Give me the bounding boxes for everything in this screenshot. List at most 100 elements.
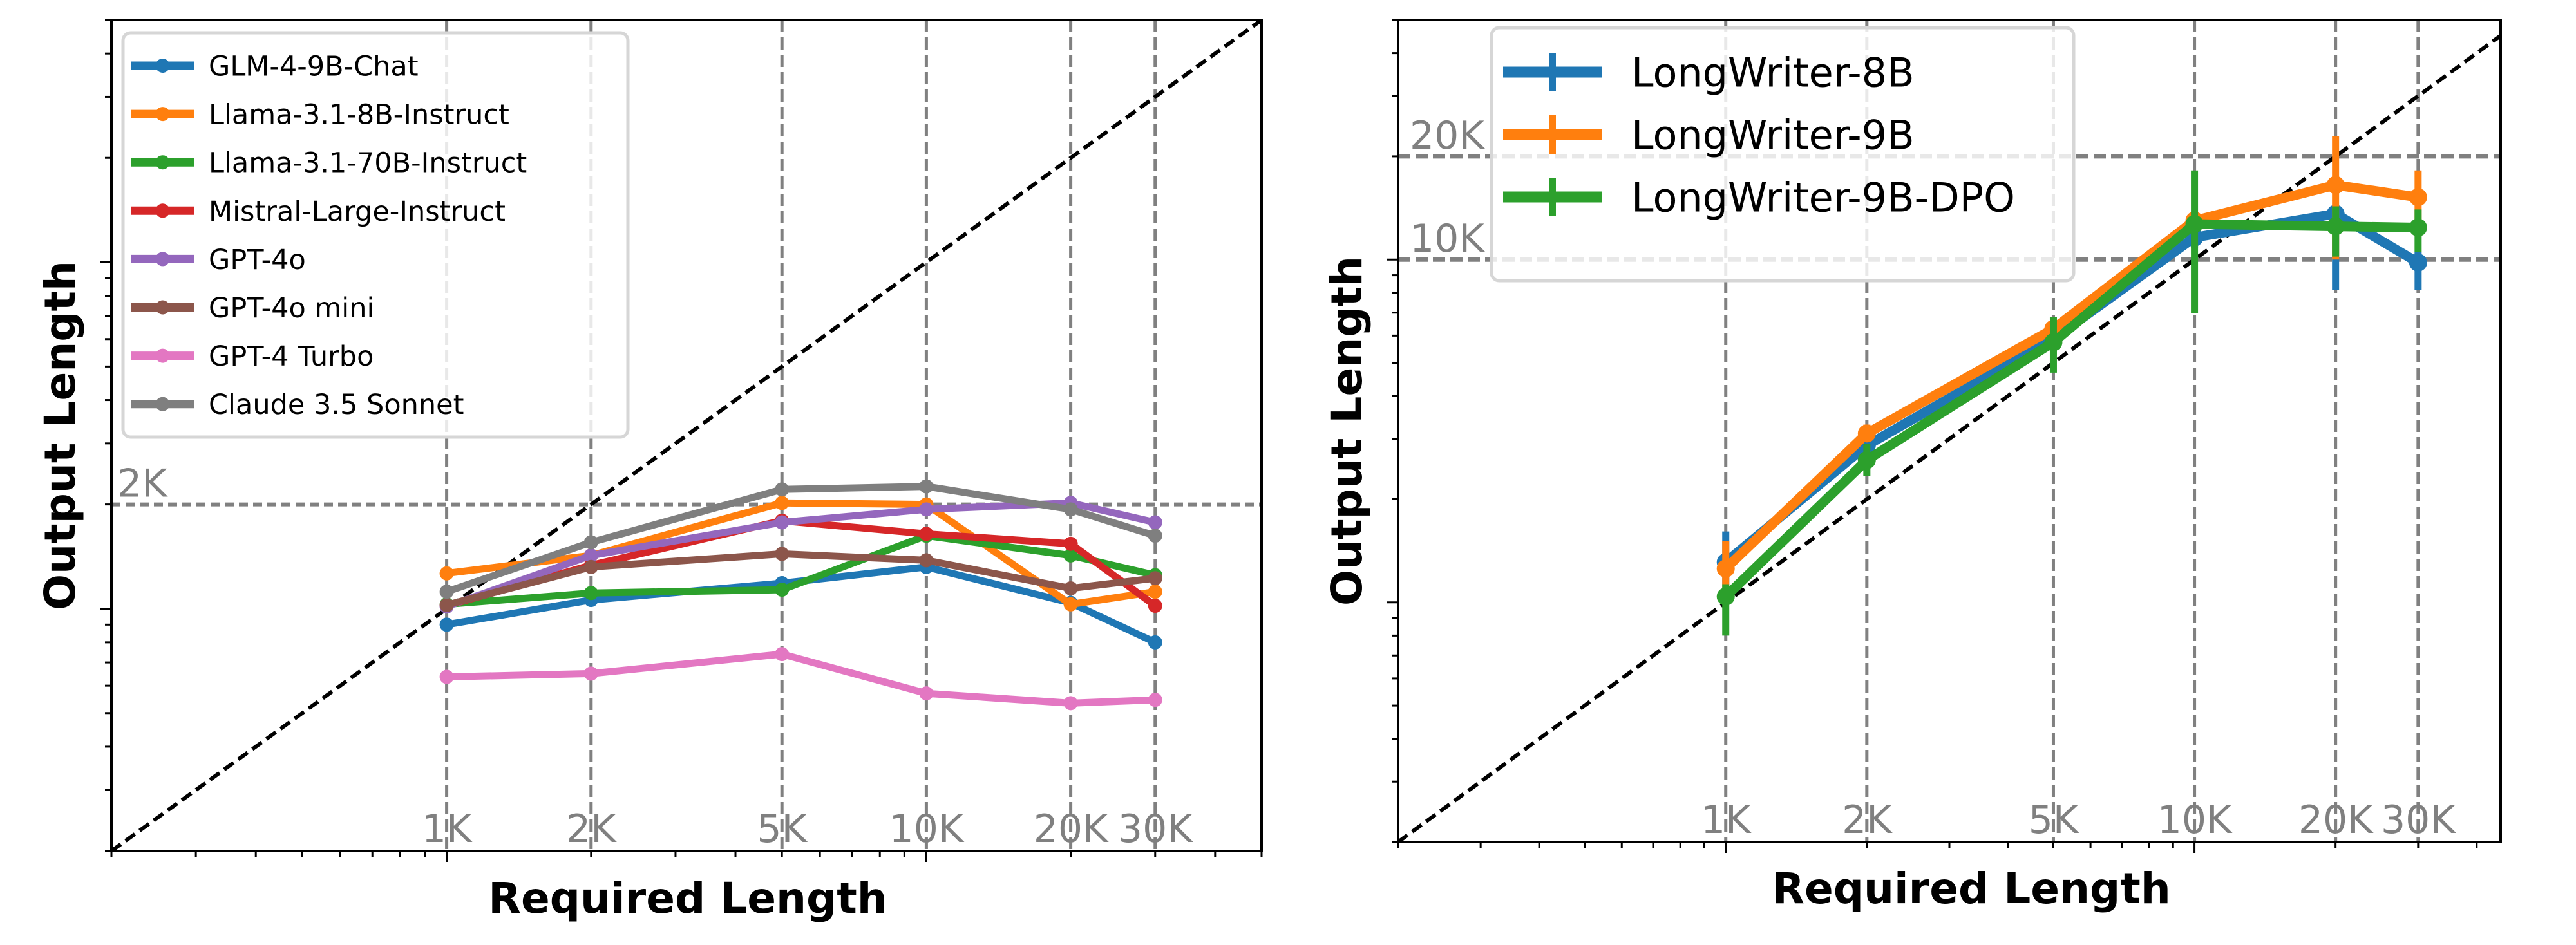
legend-marker-swatch — [155, 300, 170, 315]
y-axis-label: Output Length — [1322, 256, 1372, 606]
legend-label: LongWriter-9B-DPO — [1631, 174, 2015, 221]
x-tick-label: 30K — [2381, 798, 2456, 843]
axes-frame — [110, 19, 1263, 852]
reference-diagonal-line — [111, 20, 1262, 851]
legend-label: LongWriter-8B — [1631, 49, 1915, 96]
data-point — [1063, 548, 1078, 563]
data-point — [919, 686, 934, 701]
data-point — [1063, 696, 1078, 711]
legend-label: Llama-3.1-70B-Instruct — [209, 147, 527, 180]
legend: GLM-4-9B-Chat Llama-3.1-8B-Instruct Llama-… — [121, 31, 630, 439]
legend-item: Mistral-Large-Instruct — [131, 196, 506, 228]
legend-marker-swatch — [155, 155, 170, 170]
data-point — [2409, 253, 2427, 272]
data-point — [775, 496, 790, 510]
data-point — [1148, 693, 1162, 707]
data-point — [583, 548, 598, 563]
x-tick-label: 2K — [1842, 798, 1893, 843]
data-point — [919, 502, 934, 517]
legend-item: Llama-3.1-70B-Instruct — [131, 147, 527, 180]
data-point — [2326, 176, 2345, 194]
data-point — [439, 585, 454, 599]
legend-marker-swatch — [155, 348, 170, 363]
legend-label: GPT-4 Turbo — [209, 341, 374, 373]
legend-item: GPT-4o — [131, 244, 306, 276]
series-line — [446, 532, 1157, 608]
data-point — [1716, 559, 1735, 578]
data-point — [1857, 424, 1876, 443]
data-point — [439, 617, 454, 632]
series-line — [1722, 219, 2418, 601]
legend-item: LongWriter-9B-DPO — [1503, 174, 2015, 221]
x-axis-label: Required Length — [1772, 864, 2171, 913]
data-point — [775, 583, 790, 597]
data-point — [919, 479, 934, 494]
legend-item: LongWriter-9B — [1503, 111, 1915, 158]
data-point — [2326, 217, 2345, 236]
data-point — [2409, 188, 2427, 207]
legend-item: Claude 3.5 Sonnet — [131, 389, 464, 421]
x-tick-label: 5K — [2029, 798, 2079, 843]
legend-label: Mistral-Large-Instruct — [209, 196, 506, 228]
data-point — [1148, 529, 1162, 543]
legend-label: Claude 3.5 Sonnet — [209, 389, 464, 421]
legend-label: GPT-4o mini — [209, 292, 374, 324]
data-point — [583, 586, 598, 601]
legend-marker-swatch — [155, 397, 170, 411]
data-point — [775, 647, 790, 662]
reference-diagonal-line — [1398, 33, 2501, 842]
data-point — [439, 597, 454, 612]
data-point — [1716, 587, 1735, 606]
series-gpt-4-turbo — [439, 647, 1162, 711]
axes-frame — [1397, 19, 2502, 843]
series-line — [1722, 180, 2419, 572]
data-point — [1063, 502, 1078, 517]
legend-marker-swatch — [155, 252, 170, 267]
legend: LongWriter-8B LongWriter-9B LongWriter-9B-… — [1490, 26, 2076, 283]
data-point — [1148, 599, 1162, 613]
x-tick-label: 2K — [566, 807, 617, 852]
data-point — [1148, 571, 1162, 586]
data-point — [1063, 581, 1078, 596]
legend-item: GPT-4 Turbo — [131, 341, 374, 373]
data-point — [1063, 536, 1078, 551]
legend-label: GLM-4-9B-Chat — [209, 50, 419, 82]
series-line — [446, 550, 1156, 609]
series-line — [446, 650, 1156, 707]
x-tick-label: 10K — [2157, 798, 2233, 843]
x-axis-label: Required Length — [488, 874, 887, 923]
series-line — [445, 499, 1157, 610]
legend-item: LongWriter-8B — [1503, 49, 1915, 96]
y-axis-label: Output Length — [35, 261, 85, 610]
legend-marker-swatch — [155, 203, 170, 218]
series-line — [445, 483, 1157, 595]
legend-item: GPT-4o mini — [131, 292, 374, 324]
data-point — [775, 515, 790, 530]
x-tick-label: 1K — [1701, 798, 1752, 843]
data-point — [583, 559, 598, 574]
data-point — [2409, 218, 2427, 237]
x-tick-label: 20K — [2298, 798, 2374, 843]
data-point — [919, 553, 934, 568]
series-claude-3-5-sonnet — [439, 479, 1162, 599]
series-line — [446, 563, 1157, 646]
legend-label: Llama-3.1-8B-Instruct — [209, 99, 509, 131]
data-point — [439, 669, 454, 684]
data-point — [775, 547, 790, 561]
data-point — [583, 666, 598, 681]
legend-box — [1490, 26, 2076, 283]
plot-area — [111, 20, 1262, 851]
y-tick-label: 10K — [1410, 216, 1485, 261]
data-point — [1857, 451, 1876, 469]
legend-label: GPT-4o — [209, 244, 306, 276]
legend-marker-swatch — [155, 107, 170, 122]
x-tick-label: 20K — [1034, 807, 1109, 852]
data-point — [2044, 333, 2063, 351]
legend-box — [121, 31, 630, 439]
data-point — [1148, 515, 1162, 530]
legend-item: GLM-4-9B-Chat — [131, 50, 419, 82]
y-tick-label: 20K — [1410, 113, 1485, 158]
data-point — [1063, 597, 1078, 612]
x-tick-label: 5K — [757, 807, 808, 852]
